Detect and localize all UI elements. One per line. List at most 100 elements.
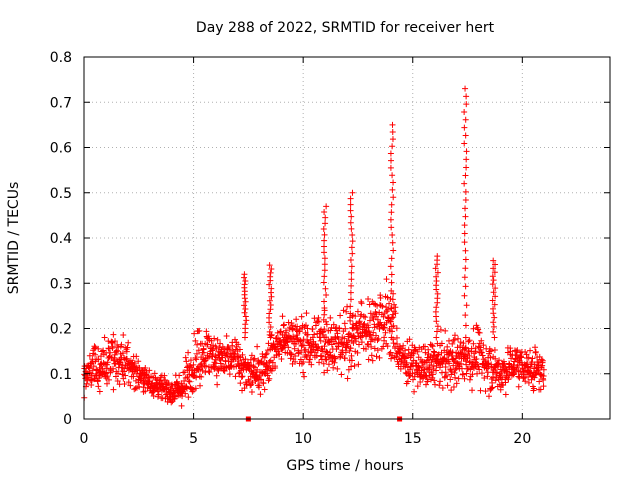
data-point <box>266 375 273 382</box>
data-point <box>463 148 470 155</box>
data-point <box>461 140 468 147</box>
data-point <box>263 350 270 357</box>
data-point <box>242 321 249 328</box>
data-point <box>466 352 473 359</box>
data-point <box>383 276 390 283</box>
data-point <box>348 276 355 283</box>
data-point <box>432 265 439 272</box>
data-point <box>465 338 472 345</box>
data-point <box>376 325 383 332</box>
data-point <box>321 273 328 280</box>
data-point <box>492 285 499 292</box>
data-point <box>86 369 93 376</box>
data-point <box>345 366 352 373</box>
data-point <box>210 342 217 349</box>
y-tick-label: 0.6 <box>50 141 72 157</box>
data-point <box>461 124 468 131</box>
data-point <box>492 261 499 268</box>
data-point <box>466 376 473 383</box>
data-point <box>185 377 192 384</box>
data-point <box>420 369 427 376</box>
data-point <box>387 216 394 223</box>
data-point <box>463 101 470 108</box>
data-point <box>402 355 409 362</box>
data-point <box>347 317 354 324</box>
data-point <box>203 363 210 370</box>
data-point <box>106 345 113 352</box>
data-point <box>262 351 269 358</box>
data-point <box>406 366 413 373</box>
data-point <box>112 338 119 345</box>
data-point <box>109 343 116 350</box>
data-point <box>393 334 400 341</box>
data-point <box>392 304 399 311</box>
data-point <box>267 273 274 280</box>
data-point <box>114 377 121 384</box>
data-point <box>110 386 117 393</box>
data-point <box>392 310 399 317</box>
data-point <box>142 388 149 395</box>
data-point <box>193 350 200 357</box>
data-point <box>488 385 495 392</box>
data-point <box>125 379 132 386</box>
data-point <box>355 361 362 368</box>
data-point <box>449 340 456 347</box>
data-point <box>315 314 322 321</box>
data-point <box>374 347 381 354</box>
data-point <box>120 331 127 338</box>
data-point <box>133 353 140 360</box>
data-point <box>487 347 494 354</box>
data-point <box>196 327 203 334</box>
data-point <box>287 355 294 362</box>
data-point <box>293 316 300 323</box>
data-point <box>191 330 198 337</box>
data-point <box>92 351 99 358</box>
data-point <box>161 372 168 379</box>
data-point <box>507 348 514 355</box>
data-point <box>121 380 128 387</box>
data-point <box>437 326 444 333</box>
data-point <box>340 307 347 314</box>
data-point <box>489 374 496 381</box>
data-point <box>388 323 395 330</box>
data-point <box>444 343 451 350</box>
data-point <box>491 314 498 321</box>
data-point <box>410 350 417 357</box>
data-point <box>341 320 348 327</box>
data-point <box>307 349 314 356</box>
data-point <box>91 343 98 350</box>
data-point <box>393 353 400 360</box>
data-point <box>388 224 395 231</box>
data-point <box>320 279 327 286</box>
data-point <box>489 281 496 288</box>
data-point <box>178 402 185 409</box>
data-point <box>475 343 482 350</box>
data-point <box>398 345 405 352</box>
data-point <box>232 373 239 380</box>
data-point <box>367 310 374 317</box>
data-point <box>365 356 372 363</box>
data-point <box>238 374 245 380</box>
data-point <box>213 372 220 379</box>
data-point <box>95 383 102 390</box>
data-point <box>381 334 388 341</box>
data-point <box>197 382 204 389</box>
data-point <box>321 298 328 305</box>
data-point <box>400 342 407 349</box>
data-point <box>373 332 380 339</box>
data-point <box>536 378 543 385</box>
data-point <box>478 337 485 344</box>
data-point <box>358 300 365 307</box>
data-point <box>135 358 142 365</box>
data-point <box>414 348 421 355</box>
data-point <box>463 164 470 171</box>
data-point <box>343 308 350 315</box>
data-point <box>127 382 134 389</box>
data-point <box>389 186 396 193</box>
data-point <box>347 289 354 296</box>
data-point <box>403 359 410 366</box>
data-point <box>529 355 536 362</box>
data-point <box>264 372 271 379</box>
data-point <box>390 247 397 254</box>
